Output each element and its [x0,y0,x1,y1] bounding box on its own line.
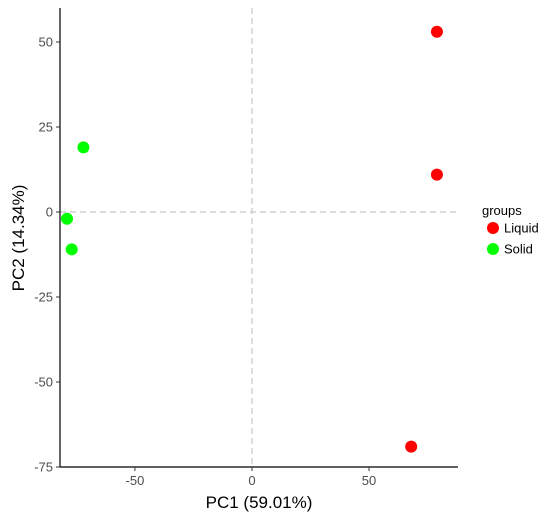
legend-title: groups [482,203,522,218]
y-tick-label: 0 [46,205,53,220]
y-tick-label: 50 [39,35,53,50]
data-point-solid [61,212,74,225]
x-tick-label: 50 [362,473,376,488]
legend-key-liquid [487,222,499,234]
y-axis-title: PC2 (14.34%) [9,185,28,292]
x-tick-label: -50 [126,473,145,488]
y-tick-label: -25 [34,290,53,305]
legend-key-solid [487,243,499,255]
x-axis-title: PC1 (59.01%) [206,493,313,512]
y-tick-label: -75 [34,460,53,475]
legend: groups Liquid Solid [482,203,539,257]
data-point-liquid [405,440,418,453]
legend-label-solid: Solid [504,242,533,257]
data-point-liquid [430,168,443,181]
data-point-liquid [430,25,443,38]
data-point-solid [77,141,90,154]
x-tick-label: 0 [248,473,255,488]
y-tick-label: 25 [39,120,53,135]
data-point-solid [65,243,78,256]
y-tick-label: -50 [34,375,53,390]
legend-label-liquid: Liquid [504,221,539,236]
